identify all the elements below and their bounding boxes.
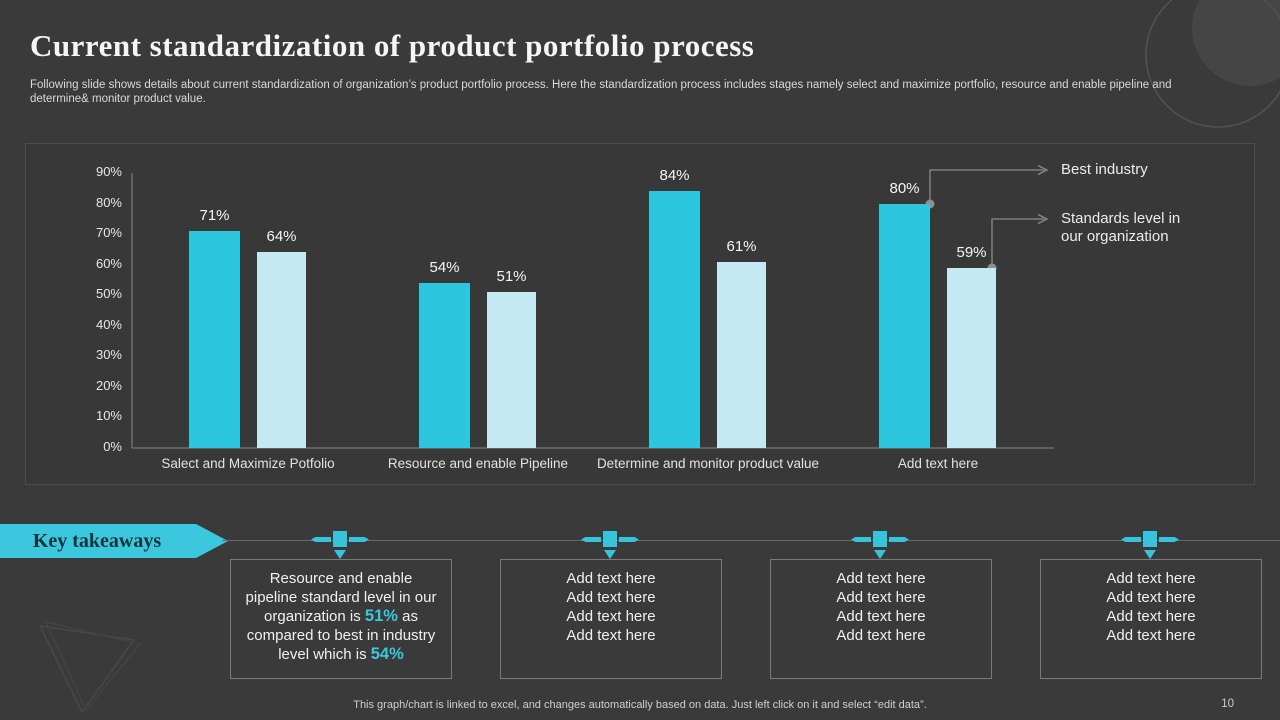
bar-best-industry xyxy=(649,191,700,448)
legend-standards-level: Standards level in our organization xyxy=(1061,210,1181,245)
y-axis-tick: 0% xyxy=(103,439,122,454)
takeaways-connector-line xyxy=(222,540,1280,541)
takeaway-box-placeholder[interactable]: Add text here Add text here Add text here A… xyxy=(770,559,992,679)
y-axis-tick: 30% xyxy=(95,347,122,363)
placeholder-text-line: Add text here xyxy=(566,608,656,625)
connector-icon xyxy=(311,531,369,563)
bar-chart[interactable]: Best industry Standards level in our org… xyxy=(25,143,1255,485)
connector-left-bar xyxy=(1121,537,1141,542)
takeaway-text: Resource and enable pipeline standard le… xyxy=(245,570,437,625)
bar-value-label: 61% xyxy=(726,237,757,255)
x-axis-category-label: Resource and enable Pipeline xyxy=(387,456,569,471)
placeholder-text-line: Add text here xyxy=(836,608,926,625)
key-takeaways-banner: Key takeaways xyxy=(0,524,228,558)
y-axis-tick: 20% xyxy=(95,377,122,393)
placeholder-text-line: Add text here xyxy=(1106,589,1196,606)
y-axis-tick: 10% xyxy=(95,408,122,424)
bar-value-label: 84% xyxy=(659,167,690,185)
legend-best-industry: Best industry xyxy=(1061,161,1148,178)
connector-left-bar xyxy=(851,537,871,542)
placeholder-text-line: Add text here xyxy=(836,589,926,606)
y-axis-tick: 40% xyxy=(95,316,122,332)
connector-right-bar xyxy=(619,537,639,542)
y-axis-tick: 80% xyxy=(95,194,122,210)
takeaway-text: as compared to best in industry level wh… xyxy=(246,608,436,663)
y-axis-tick: 60% xyxy=(95,255,122,271)
bar-best-industry xyxy=(189,231,240,448)
connector-icon xyxy=(581,531,639,563)
placeholder-text-line: Add text here xyxy=(1106,570,1196,587)
connector-square xyxy=(333,531,347,547)
bar-standards-level xyxy=(487,292,536,448)
bar-value-label: 51% xyxy=(496,268,527,286)
connector-icon xyxy=(851,531,909,563)
placeholder-text-line: Add text here xyxy=(1106,627,1196,644)
page-subtitle: Following slide shows details about curr… xyxy=(30,79,1172,105)
connector-left-bar xyxy=(311,537,331,542)
placeholder-text-line: Add text here xyxy=(566,570,656,587)
takeaway-box-placeholder[interactable]: Add text here Add text here Add text here A… xyxy=(500,559,722,679)
bar-value-label: 59% xyxy=(956,243,987,261)
decorative-circles xyxy=(1145,0,1280,128)
takeaway-box-summary[interactable]: Resource and enable pipeline standard le… xyxy=(230,559,452,679)
bar-standards-level xyxy=(717,261,766,448)
connector-right-bar xyxy=(349,537,369,542)
footer-note: This graph/chart is linked to excel, and… xyxy=(353,699,927,711)
key-takeaways-label: Key takeaways xyxy=(32,529,162,552)
bar-best-industry xyxy=(879,203,930,448)
placeholder-text-line: Add text here xyxy=(1106,608,1196,625)
down-arrow-icon xyxy=(1144,550,1156,559)
connector-left-bar xyxy=(581,537,601,542)
bar-value-label: 80% xyxy=(889,179,920,197)
takeaway-box-placeholder[interactable]: Add text here Add text here Add text here A… xyxy=(1040,559,1262,679)
highlight-value: 51% xyxy=(364,607,398,625)
connector-right-bar xyxy=(1159,537,1179,542)
placeholder-text-line: Add text here xyxy=(566,589,656,606)
x-axis-category-label: Salect and Maximize Potfolio xyxy=(161,456,335,471)
bar-value-label: 64% xyxy=(266,228,297,246)
down-arrow-icon xyxy=(334,550,346,559)
x-axis-category-label: Determine and monitor product value xyxy=(596,456,820,471)
page-number: 10 xyxy=(1221,698,1234,710)
placeholder-text-line: Add text here xyxy=(836,570,926,587)
bar-best-industry xyxy=(419,283,470,448)
bar-standards-level xyxy=(947,267,996,448)
y-axis-tick: 50% xyxy=(95,286,122,302)
connector-square xyxy=(1143,531,1157,547)
placeholder-text-line: Add text here xyxy=(566,627,656,644)
bar-value-label: 54% xyxy=(429,259,460,276)
y-axis-tick: 90% xyxy=(95,164,122,179)
connector-right-bar xyxy=(889,537,909,542)
highlight-value: 54% xyxy=(370,645,404,663)
connector-icon xyxy=(1121,531,1179,563)
bar-value-label: 71% xyxy=(199,207,230,225)
placeholder-text-line: Add text here xyxy=(836,627,926,644)
page-title: Current standardization of product portf… xyxy=(30,28,755,63)
connector-square xyxy=(603,531,617,547)
bar-standards-level xyxy=(257,252,306,448)
down-arrow-icon xyxy=(604,550,616,559)
y-axis-tick: 70% xyxy=(95,225,122,241)
connector-square xyxy=(873,531,887,547)
x-axis-category-label: Add text here xyxy=(897,456,979,471)
down-arrow-icon xyxy=(874,550,886,559)
takeaway-rich-text: Resource and enable pipeline standard le… xyxy=(243,569,439,664)
